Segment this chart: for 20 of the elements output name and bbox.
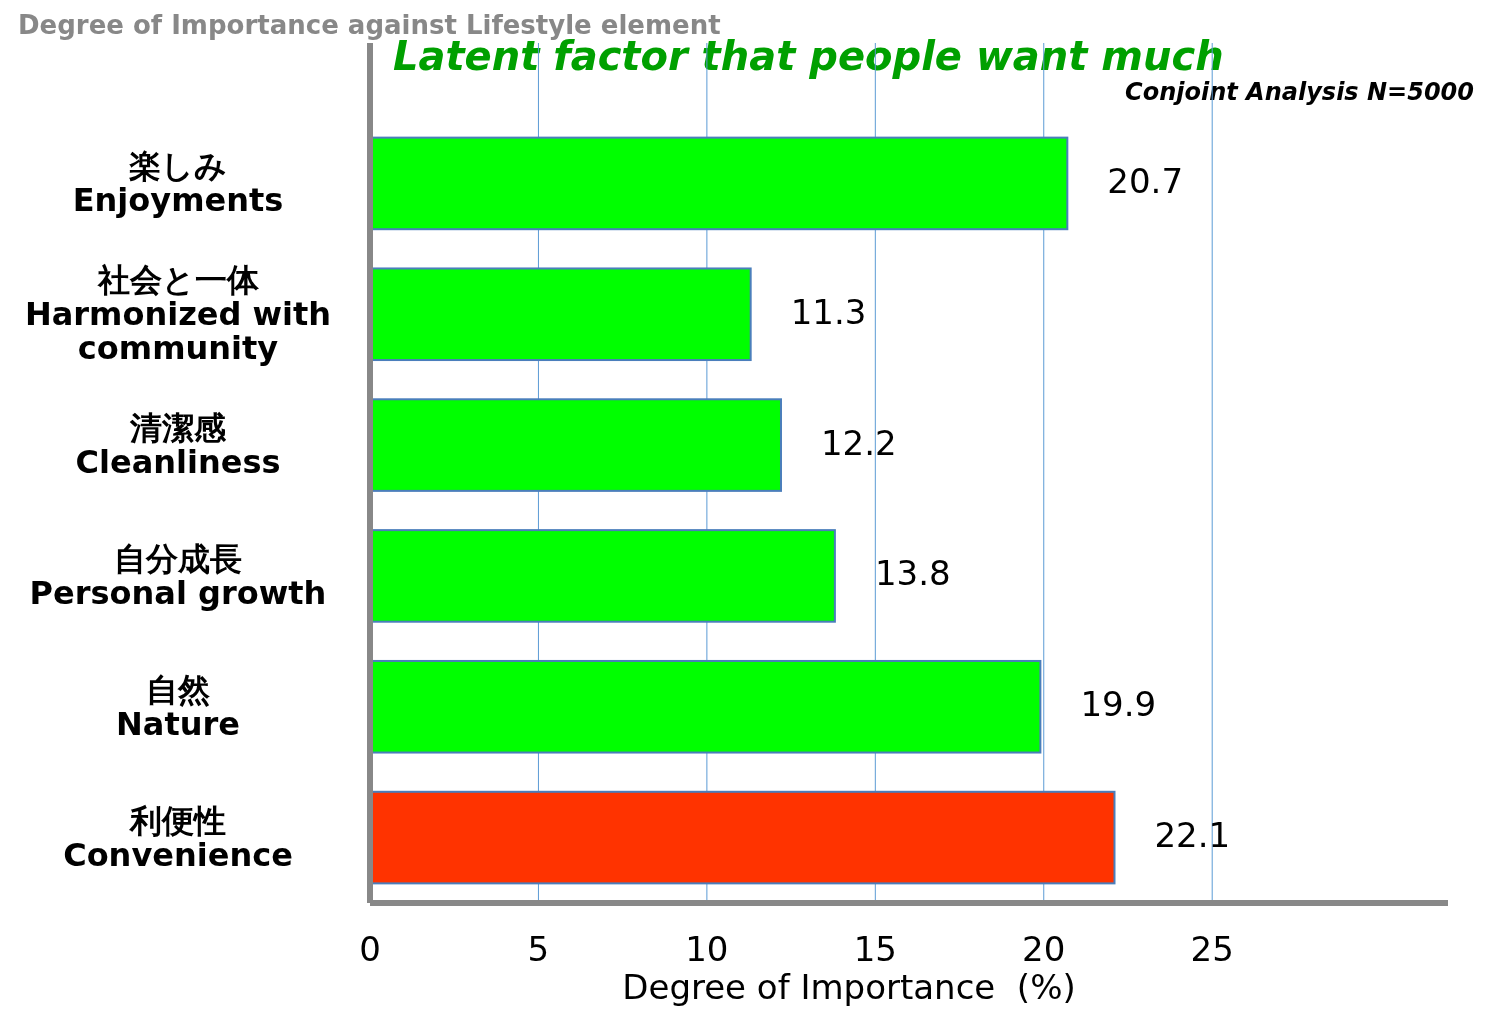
x-axis-title: Degree of Importance (%)	[622, 967, 1076, 1007]
data-label: 20.7	[1107, 160, 1184, 201]
y-tick-label: 楽しみ Enjoyments	[72, 147, 284, 220]
x-tick-label: 20	[1022, 929, 1066, 969]
y-tick-label: 社会と一体 Harmonized with community	[24, 261, 332, 368]
x-tick-label: 25	[1190, 929, 1234, 969]
x-tick-label: 10	[685, 929, 729, 969]
data-label: 19.9	[1080, 684, 1157, 725]
y-tick-label: 自分成長 Personal growth	[29, 539, 327, 612]
y-tick-label: 清潔感 Cleanliness	[75, 409, 281, 482]
data-label: 13.8	[874, 553, 951, 594]
x-tick-label: 15	[853, 929, 897, 969]
x-tick-label: 0	[359, 929, 381, 969]
data-label: 12.2	[820, 422, 897, 463]
data-label: 22.1	[1154, 815, 1231, 856]
data-label: 11.3	[790, 291, 867, 332]
y-tick-label: 利便性 Convenience	[63, 801, 293, 874]
x-tick-label: 5	[527, 929, 550, 969]
y-tick-label: 自然 Nature	[116, 670, 240, 743]
annotation: Conjoint Analysis N=5000	[1125, 78, 1474, 106]
